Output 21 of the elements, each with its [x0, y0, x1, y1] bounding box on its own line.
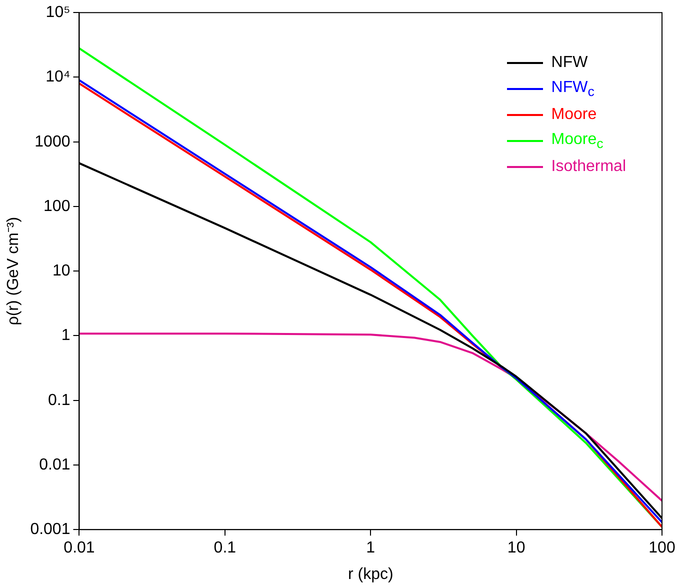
- x-tick-label: 100: [648, 540, 676, 557]
- legend-label: Isothermal: [551, 158, 626, 176]
- y-tick-label: 10⁴: [46, 68, 70, 86]
- y-tick-label: 0.001: [30, 521, 70, 538]
- x-tick-label: 0.1: [214, 540, 236, 557]
- y-tick-label: 10: [52, 262, 70, 280]
- x-axis-title: r (kpc): [348, 566, 394, 583]
- legend-label: Moore: [551, 106, 597, 124]
- legend-label: NFW$_{c}$: [551, 78, 594, 100]
- y-tick-label: 1000: [34, 133, 70, 150]
- y-tick-label: 0.1: [48, 392, 70, 409]
- y-tick-label: 10⁵: [46, 4, 70, 22]
- y-axis-title: ρ(r) (GeV cm⁻³): [5, 216, 22, 326]
- x-tick-label: 1: [366, 540, 376, 557]
- y-tick-label: 0.01: [39, 456, 70, 474]
- x-tick-label: 10: [507, 540, 526, 557]
- y-tick-label: 100: [44, 198, 70, 215]
- y-tick-label: 1: [61, 327, 70, 344]
- legend-label: NFW: [551, 54, 588, 72]
- x-tick-label: 0.01: [64, 540, 95, 557]
- legend-label: Moore$_{c}$: [551, 130, 604, 152]
